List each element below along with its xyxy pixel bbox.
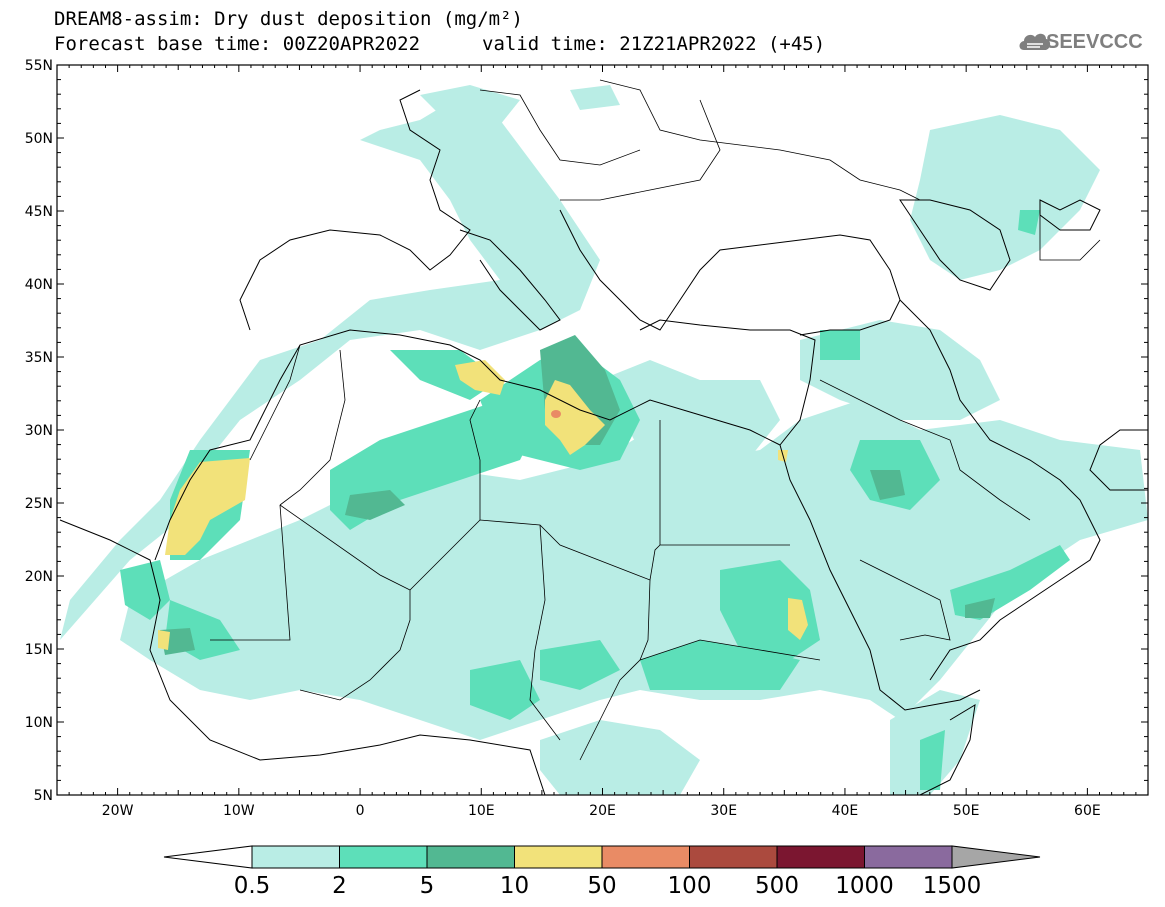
lat-label: 25N xyxy=(25,496,53,512)
lat-label: 20N xyxy=(25,569,53,585)
lat-label: 40N xyxy=(25,277,53,293)
colorbar-level-label: 10 xyxy=(500,873,529,899)
lon-label: 20W xyxy=(102,803,134,819)
lat-label: 55N xyxy=(25,58,53,74)
lat-label: 15N xyxy=(25,642,53,658)
logo-text: SEEVCCC xyxy=(1046,31,1143,53)
lon-label: 20E xyxy=(589,803,616,819)
latitude-labels: 55N 50N 45N 40N 35N 30N 25N 20N 15N 10N 5N xyxy=(25,58,53,804)
colorbar-segment xyxy=(514,845,603,869)
lat-label: 5N xyxy=(34,788,53,804)
contour-level-2 xyxy=(120,210,1070,790)
map-title: DREAM8-assim: Dry dust deposition (mg/m²… xyxy=(54,8,523,30)
lon-label: 30E xyxy=(710,803,737,819)
colorbar-segment xyxy=(864,845,953,869)
colorbar-level-label: 500 xyxy=(755,873,799,899)
colorbar-level-label: 5 xyxy=(420,873,435,899)
colorbar-level-label: 50 xyxy=(587,873,616,899)
colorbar-segment xyxy=(776,845,865,869)
colorbar-segment xyxy=(426,845,515,869)
coastlines xyxy=(59,89,1148,795)
axis-ticks xyxy=(56,64,1149,796)
seevccc-cloud-logo-icon xyxy=(1019,33,1051,50)
colorbar-level-label: 1500 xyxy=(923,873,982,899)
contour-level-50 xyxy=(551,410,561,418)
lat-label: 45N xyxy=(25,204,53,220)
colorbar-segment xyxy=(251,845,340,869)
colorbar: 0.5 2 5 10 50 100 500 1000 1500 xyxy=(163,845,1041,899)
colorbar-level-label: 100 xyxy=(668,873,712,899)
colorbar-segment xyxy=(689,845,778,869)
colorbar-under-arrow xyxy=(163,845,253,869)
lon-label: 40E xyxy=(832,803,859,819)
dust-field xyxy=(60,85,1148,795)
lat-label: 30N xyxy=(25,423,53,439)
lon-label: 10E xyxy=(468,803,495,819)
colorbar-over-arrow xyxy=(951,845,1041,869)
lon-label: 60E xyxy=(1074,803,1101,819)
lat-label: 35N xyxy=(25,350,53,366)
lon-label: 50E xyxy=(953,803,980,819)
lat-label: 50N xyxy=(25,131,53,147)
colorbar-segment xyxy=(339,845,428,869)
lon-label: 0 xyxy=(356,803,365,819)
valid-time: valid time: 21Z21APR2022 (+45) xyxy=(482,33,826,55)
colorbar-level-label: 1000 xyxy=(835,873,894,899)
country-borders xyxy=(210,79,1101,761)
contour-level-10 xyxy=(158,360,808,650)
forecast-base-time: Forecast base time: 00Z20APR2022 xyxy=(54,33,421,55)
colorbar-segment xyxy=(601,845,690,869)
colorbar-level-label: 0.5 xyxy=(234,873,271,899)
lon-label: 10W xyxy=(223,803,255,819)
lat-label: 10N xyxy=(25,715,53,731)
longitude-labels: 20W 10W 0 10E 20E 30E 40E 50E 60E xyxy=(102,803,1101,819)
colorbar-level-label: 2 xyxy=(332,873,347,899)
